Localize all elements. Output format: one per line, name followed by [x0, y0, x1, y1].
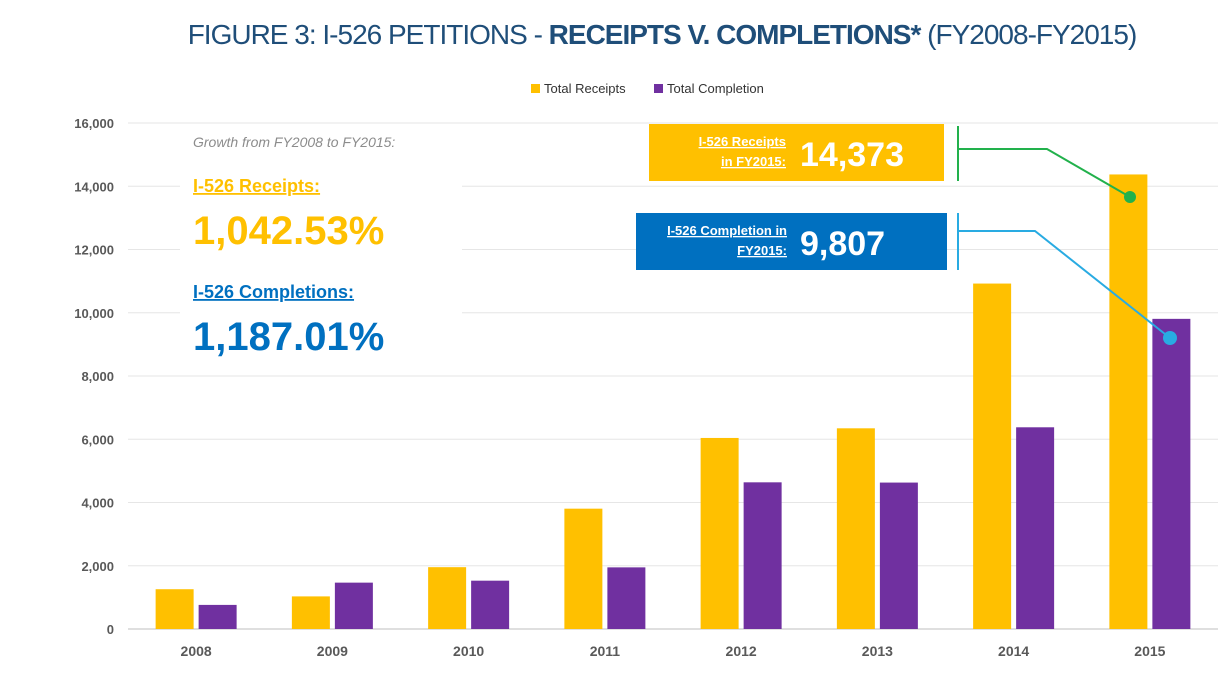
x-category-label: 2011	[590, 643, 621, 659]
chart-title: FIGURE 3: I-526 PETITIONS - RECEIPTS V. …	[188, 19, 1137, 50]
receipts-callout-label-line1: I-526 Receipts	[699, 134, 786, 149]
bar-total-completion	[1152, 318, 1191, 629]
chart-title-part1: FIGURE 3: I-526 PETITIONS -	[188, 19, 549, 50]
x-category-label: 2015	[1134, 643, 1165, 659]
receipts-callout-box	[649, 124, 944, 181]
growth-receipts-label: I-526 Receipts:	[193, 176, 320, 196]
completion-callout-value: 9,807	[800, 225, 885, 263]
receipts-callout-leader	[958, 148, 1131, 198]
growth-panel-background	[180, 126, 462, 362]
y-tick-label: 0	[107, 622, 114, 637]
chart-title-part3: (FY2008-FY2015)	[920, 19, 1136, 50]
y-tick-label: 10,000	[74, 306, 114, 321]
bar-total-receipts	[973, 283, 1012, 629]
y-axis-ticks: 0 2,000 4,000 6,000 8,000 10,000 12,000 14,000 1…	[74, 116, 114, 637]
x-category-label: 2008	[181, 643, 212, 659]
legend-label-completion: Total Completion	[667, 81, 764, 96]
legend: Total Receipts Total Completion	[531, 81, 764, 96]
bar-total-completion	[1016, 427, 1055, 629]
bar-total-receipts	[155, 589, 194, 629]
bar-total-completion	[471, 580, 510, 629]
x-category-label: 2009	[317, 643, 348, 659]
receipts-callout: I-526 Receipts in FY2015: 14,373	[649, 124, 1136, 203]
growth-completions-value: 1,187.01%	[193, 315, 384, 359]
chart-title-part2: RECEIPTS V. COMPLETIONS*	[549, 19, 922, 50]
y-tick-label: 6,000	[81, 432, 114, 447]
legend-swatch-completion	[654, 84, 663, 93]
legend-label-receipts: Total Receipts	[544, 81, 626, 96]
receipts-callout-dot	[1124, 191, 1136, 203]
bar-total-receipts	[700, 437, 739, 629]
x-category-label: 2010	[453, 643, 484, 659]
bar-total-completion	[743, 482, 782, 629]
completion-callout-box	[636, 213, 947, 270]
legend-swatch-receipts	[531, 84, 540, 93]
bar-total-receipts	[564, 508, 603, 629]
bar-total-completion	[879, 482, 918, 629]
bar-total-completion	[607, 567, 646, 629]
bar-total-receipts	[1109, 174, 1148, 630]
bars	[155, 174, 1191, 630]
bar-total-completion	[198, 604, 237, 629]
bar-total-receipts	[428, 567, 467, 629]
y-tick-label: 2,000	[81, 559, 114, 574]
y-tick-label: 12,000	[74, 243, 114, 258]
receipts-callout-value: 14,373	[800, 136, 904, 174]
y-tick-label: 16,000	[74, 116, 114, 131]
x-category-label: 2014	[998, 643, 1029, 659]
x-category-label: 2012	[726, 643, 757, 659]
bar-total-receipts	[836, 428, 875, 629]
receipts-callout-label-line2: in FY2015:	[721, 154, 786, 169]
growth-panel: Growth from FY2008 to FY2015: I-526 Rece…	[180, 126, 462, 362]
y-tick-label: 8,000	[81, 369, 114, 384]
completion-callout-label-line1: I-526 Completion in	[667, 223, 787, 238]
y-tick-label: 14,000	[74, 179, 114, 194]
completion-callout-leader	[958, 230, 1171, 339]
bar-total-receipts	[291, 596, 330, 629]
completion-callout: I-526 Completion in FY2015: 9,807	[636, 213, 1177, 345]
x-axis-categories: 2008 2009 2010 2011 2012 2013 2014 2015	[181, 643, 1166, 659]
bar-total-completion	[334, 582, 373, 629]
completion-callout-dot	[1163, 331, 1177, 345]
growth-note: Growth from FY2008 to FY2015:	[193, 134, 395, 150]
completion-callout-label-line2: FY2015:	[737, 243, 787, 258]
growth-completions-label: I-526 Completions:	[193, 282, 354, 302]
x-category-label: 2013	[862, 643, 893, 659]
y-tick-label: 4,000	[81, 496, 114, 511]
growth-receipts-value: 1,042.53%	[193, 209, 384, 253]
